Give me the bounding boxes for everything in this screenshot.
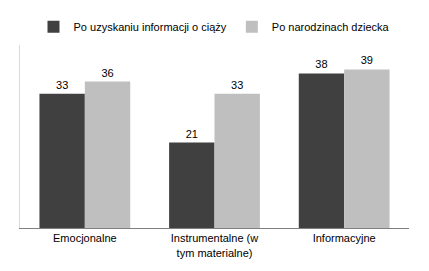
svg-text:Instrumentalne (wtym materialn: Instrumentalne (wtym materialne): [171, 232, 258, 258]
svg-text:21: 21: [186, 128, 198, 140]
svg-text:38: 38: [315, 58, 327, 70]
svg-text:33: 33: [231, 79, 243, 91]
svg-text:39: 39: [361, 54, 373, 66]
svg-text:Po narodzinach dziecka: Po narodzinach dziecka: [272, 21, 390, 33]
svg-text:Informacyjne: Informacyjne: [313, 232, 376, 244]
svg-text:36: 36: [101, 67, 113, 79]
svg-text:33: 33: [56, 79, 68, 91]
svg-text:Po uzyskaniu informacji o ciąż: Po uzyskaniu informacji o ciąży: [74, 21, 227, 33]
svg-text:Emocjonalne: Emocjonalne: [53, 232, 117, 244]
